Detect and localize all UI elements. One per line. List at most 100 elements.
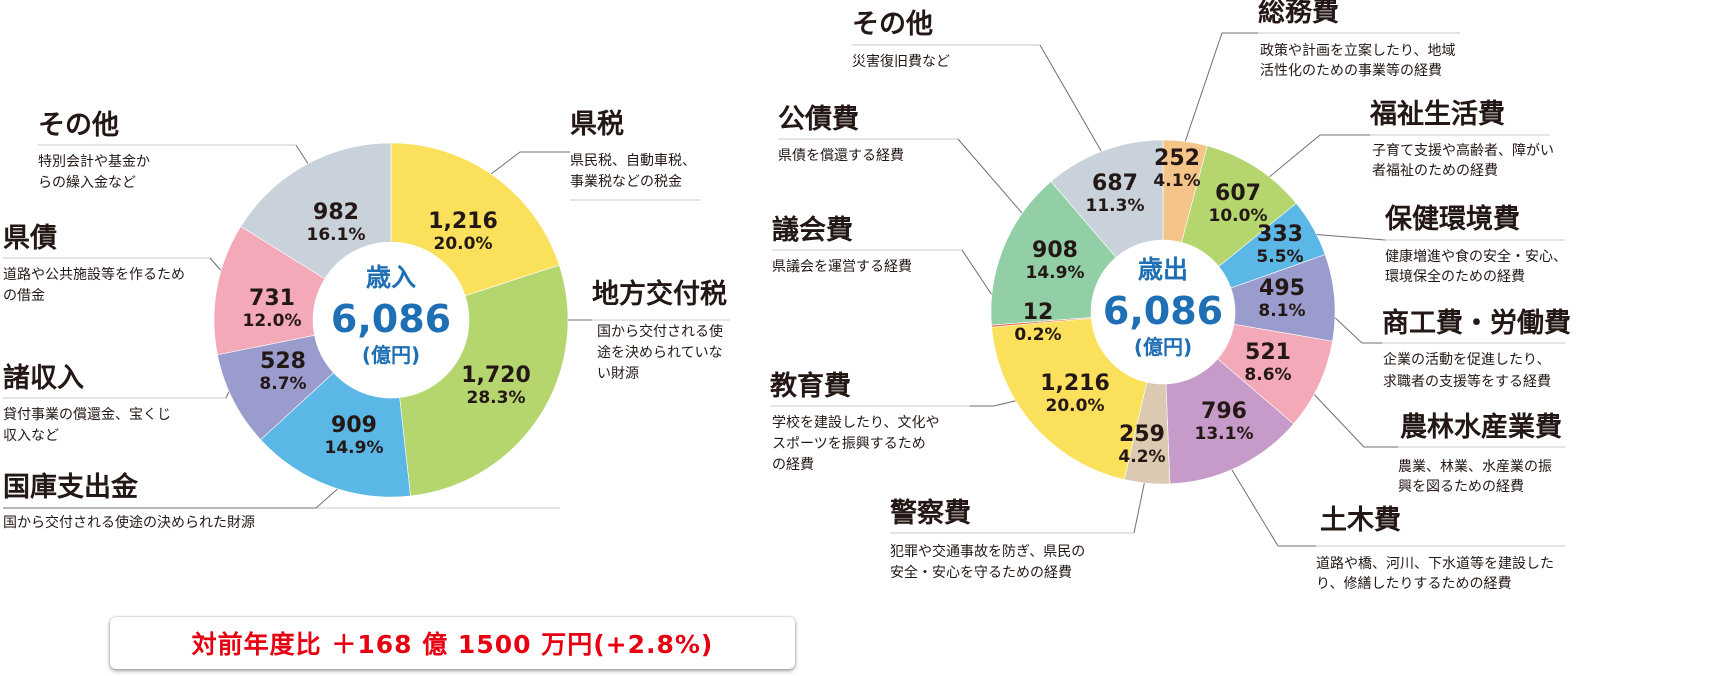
comparison-banner: 対前年度比 ＋168 億 1500 万円(+2.8%) (110, 617, 795, 669)
category-title: 県税 (570, 109, 624, 140)
slice-value: 12 (1023, 300, 1054, 325)
leader-line (1307, 387, 1398, 448)
slice-value: 1,216 (428, 209, 498, 234)
slice-percent: 20.0% (1046, 396, 1105, 416)
center-title: 歳出 (1138, 255, 1188, 284)
slice-percent: 8.7% (259, 374, 306, 394)
category-title: 国庫支出金 (3, 471, 139, 503)
category-description: い財源 (597, 366, 639, 382)
slice-value: 908 (1032, 238, 1078, 263)
category-description: 道路や公共施設等を作るため (3, 266, 185, 283)
center-unit: (億円) (362, 343, 420, 367)
slice-percent: 8.6% (1244, 365, 1291, 385)
category-description: 興を図るための経費 (1398, 479, 1524, 495)
category-description: 農業、林業、水産業の振 (1398, 459, 1552, 475)
category-description: 県民税、自動車税、 (570, 152, 696, 169)
category-description: り、修繕したりするための経費 (1316, 576, 1511, 592)
category-title: 福祉生活費 (1369, 99, 1505, 130)
category-description: 求職者の支援等をする経費 (1383, 373, 1551, 390)
center-title: 歳入 (366, 263, 416, 292)
category-description: 活性化のための事業等の経費 (1260, 62, 1442, 79)
leader-line (1261, 134, 1370, 184)
category-title: 県債 (3, 223, 57, 254)
slice-value: 731 (249, 286, 295, 311)
slice-percent: 13.1% (1195, 424, 1254, 444)
category-description: 貸付事業の償還金、宝くじ (3, 407, 171, 423)
category-title: 公債費 (778, 104, 859, 135)
slice-value: 333 (1257, 222, 1303, 247)
category-description: 犯罪や交通事故を防ぎ、県民の (890, 543, 1085, 560)
slice-value: 796 (1201, 399, 1247, 424)
donut-hole (313, 242, 469, 398)
slice-value: 521 (1245, 340, 1291, 365)
leader-line (1182, 32, 1258, 149)
category-description: 政策や計画を立案したり、地域 (1260, 42, 1455, 59)
leader-line (1225, 459, 1316, 547)
category-description: 途を決められていな (597, 344, 723, 361)
slice-percent: 10.0% (1209, 206, 1268, 226)
category-description: スポーツを振興するため (772, 436, 926, 452)
slice-percent: 16.1% (307, 225, 366, 245)
category-title: その他 (852, 9, 933, 40)
comparison-text: 対前年度比 ＋168 億 1500 万円(+2.8%) (191, 630, 714, 659)
slice-percent: 12.0% (243, 311, 302, 331)
center-unit: (億円) (1134, 335, 1192, 359)
category-description: 県議会を運営する経費 (772, 258, 912, 275)
category-description: 事業税などの税金 (570, 174, 682, 190)
category-title: 保健環境費 (1384, 204, 1520, 235)
slice-percent: 4.1% (1153, 171, 1200, 191)
slice-percent: 14.9% (325, 438, 384, 458)
category-description: 特別会計や基金か (38, 153, 150, 170)
slice-value: 252 (1154, 146, 1200, 171)
category-title: 総務費 (1258, 0, 1339, 28)
category-description: 学校を建設したり、文化や (772, 414, 939, 431)
slice-value: 1,720 (461, 363, 531, 388)
slice-percent: 8.1% (1258, 301, 1305, 321)
donut-hole (1091, 240, 1235, 384)
leader-line (1309, 233, 1386, 241)
slice-percent: 0.2% (1014, 325, 1061, 345)
category-description: 国から交付される使 (597, 323, 723, 340)
category-description: 県債を償還する経費 (778, 148, 904, 164)
slice-value: 982 (313, 200, 359, 225)
category-title: 農林水産業費 (1400, 411, 1562, 443)
slice-percent: 4.2% (1118, 447, 1165, 467)
slice-percent: 20.0% (434, 234, 493, 254)
slice-value: 259 (1119, 422, 1165, 447)
category-title: 土木費 (1320, 505, 1401, 536)
slice-percent: 14.9% (1026, 263, 1085, 283)
slice-value: 1,216 (1040, 371, 1110, 396)
category-description: らの繰入金など (38, 175, 136, 191)
category-description: の経費 (772, 457, 814, 473)
category-title: 教育費 (770, 370, 851, 402)
category-description: 国から交付される使途の決められた財源 (3, 514, 255, 531)
category-title: 議会費 (772, 215, 853, 246)
category-description: 子育て支援や高齢者、障がい (1372, 142, 1554, 159)
leader-line (1133, 474, 1147, 534)
category-description: 者福祉のための経費 (1372, 163, 1498, 179)
category-description: 安全・安心を守るための経費 (890, 564, 1072, 581)
category-description: の借金 (3, 288, 45, 304)
slice-percent: 5.5% (1256, 247, 1303, 267)
category-description: 収入など (3, 428, 59, 444)
category-description: 企業の活動を促進したり、 (1383, 351, 1550, 368)
category-description: 健康増進や食の安全・安心、 (1385, 248, 1567, 265)
category-title: 地方交付税 (592, 278, 727, 310)
leader-line (1039, 44, 1105, 157)
category-title: 諸収入 (3, 362, 84, 394)
slice-value: 909 (331, 413, 377, 438)
category-description: 道路や橋、河川、下水道等を建設した (1316, 555, 1554, 572)
leader-line (957, 138, 1029, 221)
category-description: 災害復旧費など (852, 53, 950, 70)
slice-value: 528 (260, 349, 306, 374)
slice-value: 607 (1215, 181, 1261, 206)
slice-percent: 11.3% (1086, 196, 1145, 216)
category-title: その他 (38, 110, 119, 141)
category-title: 警察費 (890, 497, 971, 529)
category-description: 環境保全のための経費 (1385, 268, 1525, 285)
slice-value: 687 (1092, 171, 1138, 196)
slice-value: 495 (1259, 276, 1305, 301)
